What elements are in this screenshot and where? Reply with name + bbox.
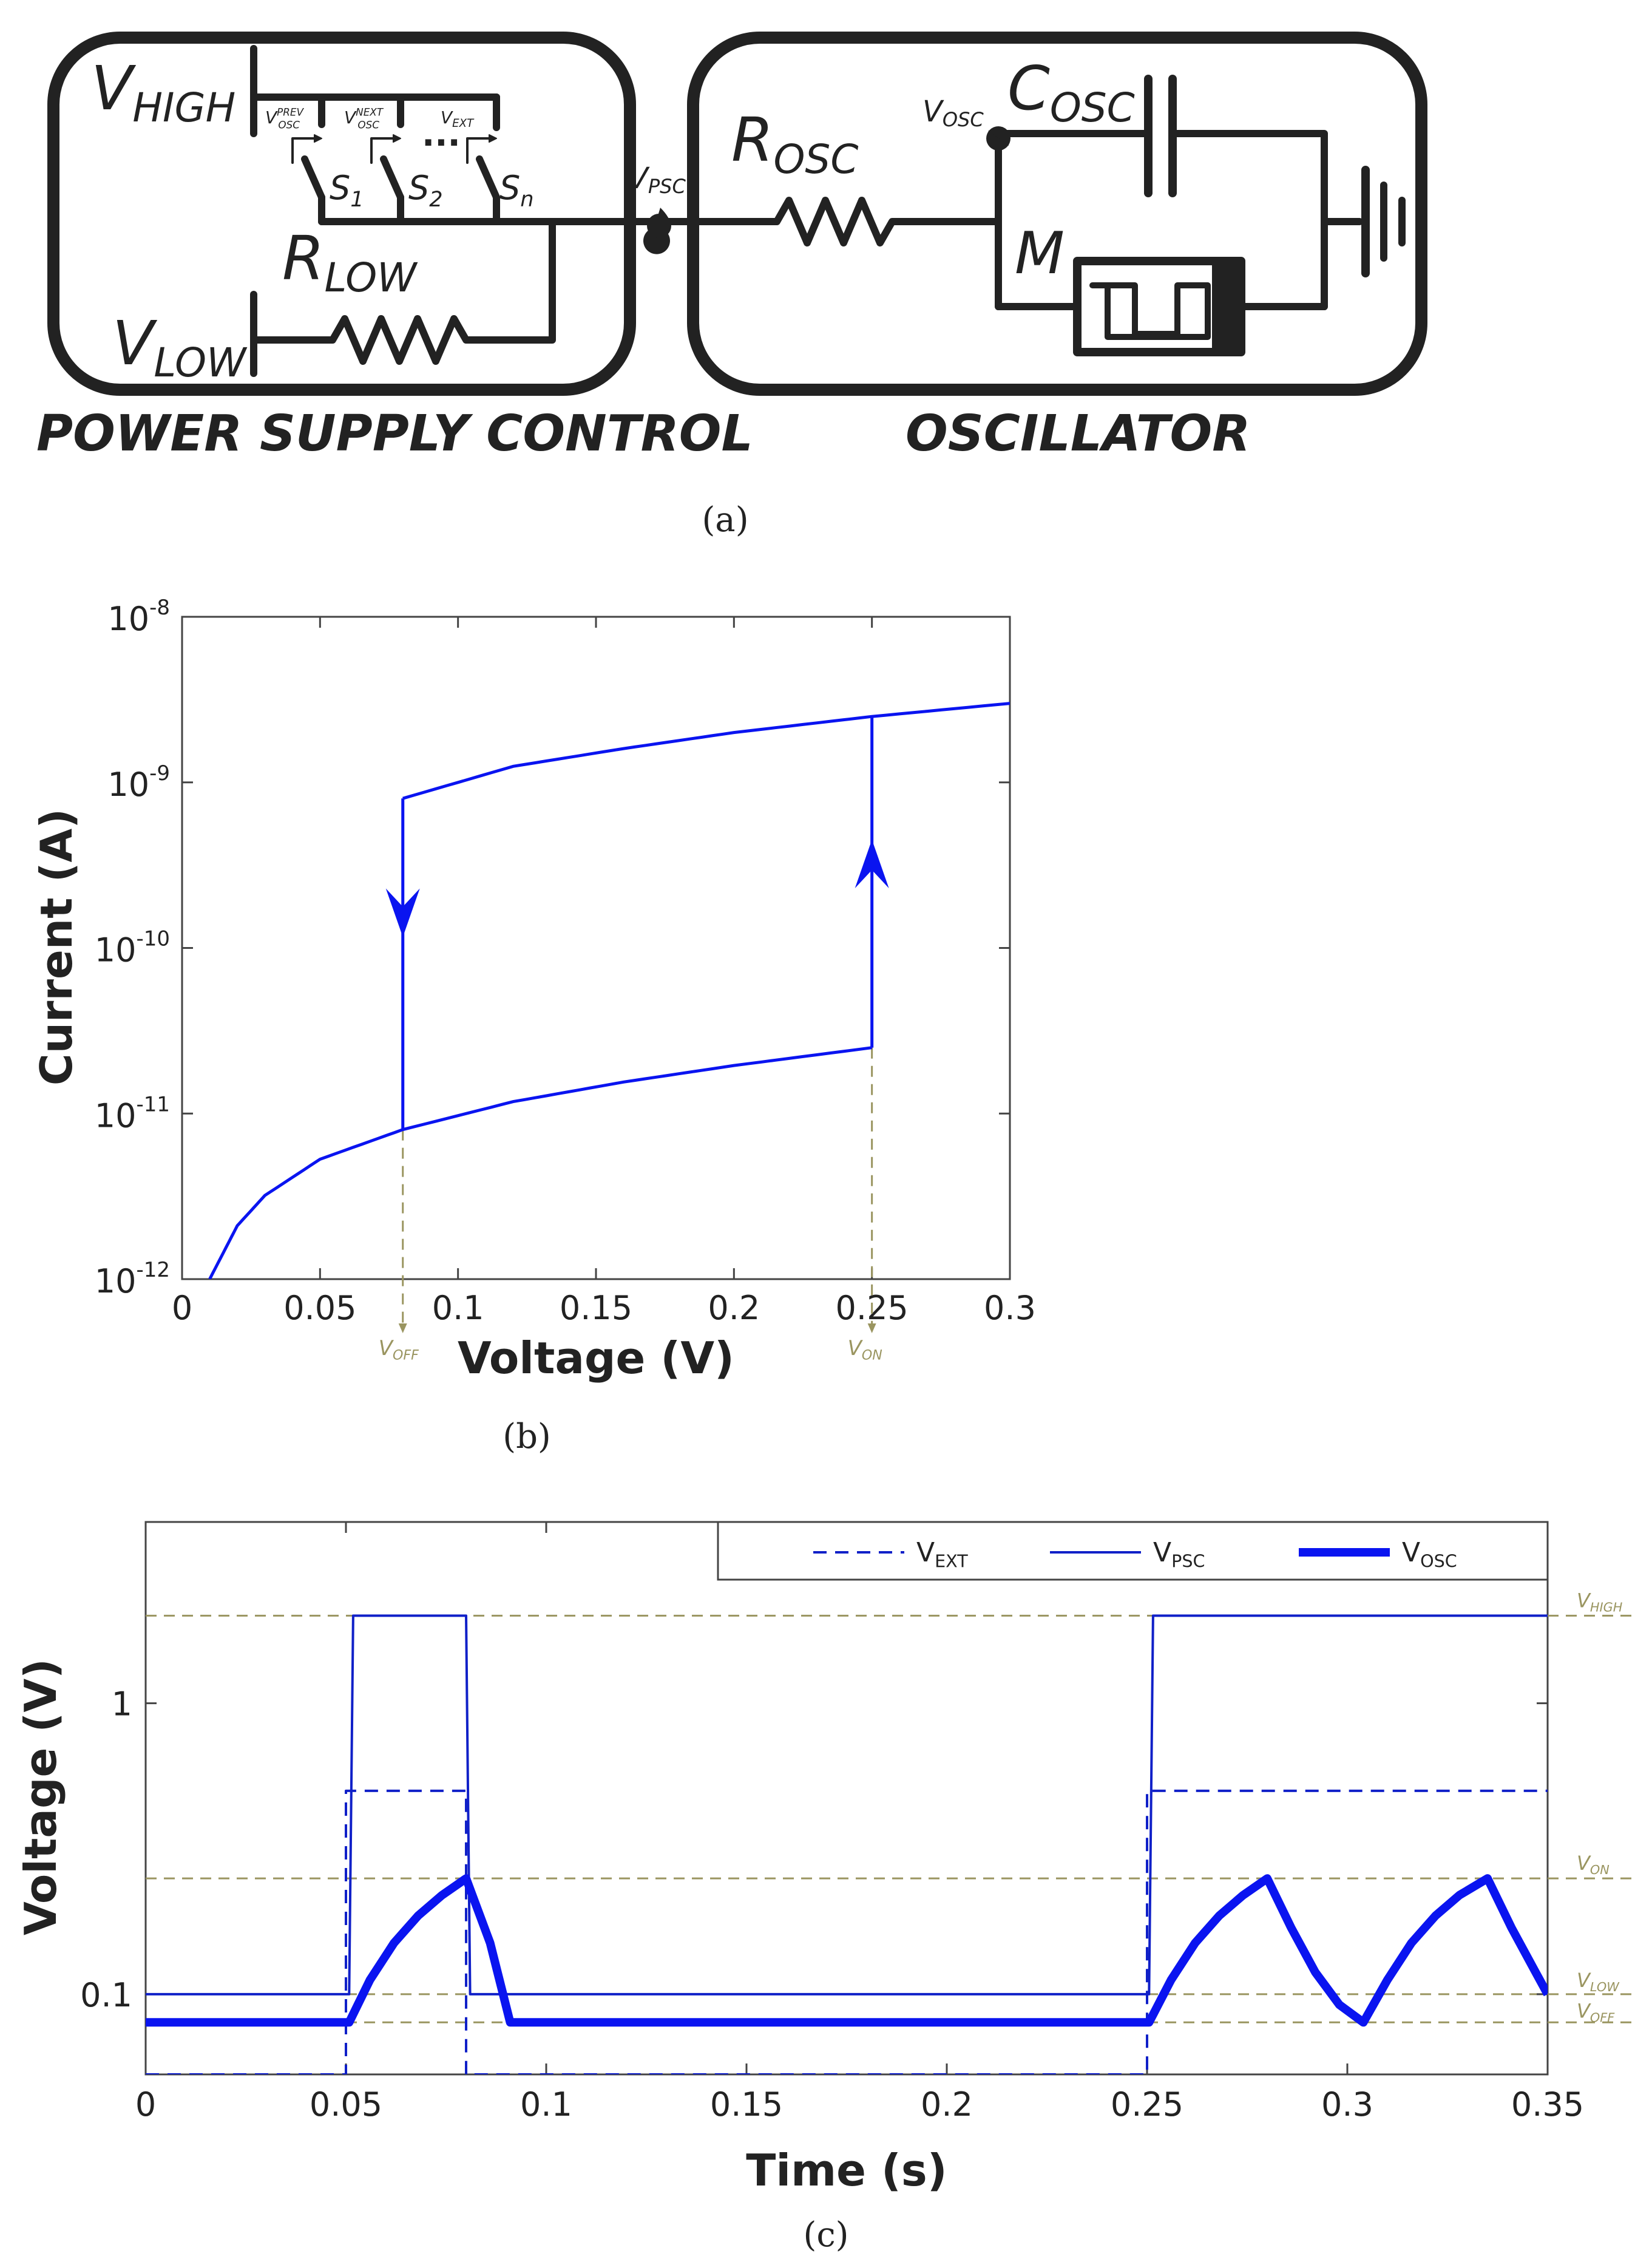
axis-ticks-b: 0 0.05 0.1 0.15 0.2 0.25 0.310-1210-1110-1010-… [95, 596, 1036, 1327]
x-tick-label: 0.2 [708, 1289, 760, 1327]
y-tick-label: 0.1 [80, 1976, 132, 2014]
v-on-arrowhead [867, 1323, 876, 1333]
x-tick-label: 0.3 [1321, 2085, 1373, 2124]
y-tick-label: 10-10 [95, 927, 170, 970]
x-tick-label: 0.1 [520, 2085, 572, 2124]
switch-label: S1 [330, 169, 364, 212]
arrowhead-down [385, 888, 420, 937]
time-series [146, 1614, 1548, 2074]
switch-labels: S1 S2 Sn [330, 169, 534, 212]
ref-label-off: VOFF [1577, 1999, 1615, 2025]
y-tick-label: 1 [112, 1685, 132, 1724]
transition-arrows [385, 716, 889, 1130]
caption-c: (c) [803, 2215, 848, 2255]
r-low-resistor [250, 218, 556, 365]
c-osc-label: COSC [1007, 53, 1135, 131]
x-tick-label: 0 [135, 2085, 156, 2124]
x-tick-label: 0.1 [432, 1289, 484, 1327]
caption-b: (b) [503, 1417, 551, 1456]
switch-label: Sn [499, 169, 534, 212]
legend-box [717, 1521, 1549, 1581]
y-tick-label: 10-9 [107, 761, 170, 804]
v-low-label: VLOW [112, 308, 248, 386]
v-on-label: VON [848, 1336, 882, 1363]
switch-input-label: VNEXT OSC [344, 106, 384, 131]
r-low-label: RLOW [282, 223, 418, 301]
x-tick-label: 0.05 [283, 1289, 356, 1327]
switch-input-labels: VPREV OSC VNEXT OSC VEXT [265, 106, 475, 131]
x-tick-label: 0.15 [560, 1289, 632, 1327]
x-tick-label: 0 [172, 1289, 192, 1327]
oscillator-box [687, 32, 1427, 396]
v-psc-label: VPSC [628, 161, 686, 198]
legend-label: VEXT [916, 1537, 968, 1572]
x-tick-label: 0.35 [1511, 2085, 1584, 2124]
lrs-branch [402, 702, 1010, 800]
x-tick-label: 0.15 [710, 2085, 783, 2124]
threshold-markers-b: VOFF VON [379, 1047, 882, 1363]
switch-input-label: VPREV OSC [265, 106, 305, 131]
caption-a: (a) [702, 500, 748, 540]
r-osc-label: ROSC [731, 104, 858, 183]
hrs-branch [208, 1046, 873, 1279]
y-axis-label-c: Voltage (V) [15, 1659, 66, 1935]
switch-s2 [380, 155, 404, 201]
circuit-diagram [47, 32, 1427, 396]
switch-input-label: VEXT [441, 107, 475, 130]
ellipsis: ... [422, 115, 461, 154]
v-off-arrowhead [398, 1323, 407, 1333]
switch-sn [476, 155, 500, 201]
legend-label: VPSC [1153, 1537, 1205, 1572]
x-tick-label: 0.25 [1111, 2085, 1183, 2124]
switch-label: S2 [408, 169, 443, 212]
series-v-osc [146, 1874, 1548, 2027]
x-tick-label: 0.2 [921, 2085, 973, 2124]
v-off-label: VOFF [379, 1336, 419, 1363]
legend: VEXT VPSC VOSC [813, 1537, 1457, 1572]
y-tick-label: 10-8 [107, 596, 170, 638]
legend-label: VOSC [1402, 1537, 1457, 1572]
ref-label-on: VON [1577, 1852, 1610, 1877]
iv-series [208, 702, 1010, 1279]
power-supply-control-box [47, 32, 636, 396]
x-tick-label: 0.3 [984, 1289, 1036, 1327]
v-osc-label: VOSC [922, 95, 984, 131]
x-tick-label: 0.05 [310, 2085, 382, 2124]
y-axis-label-b: Current (A) [31, 809, 82, 1085]
ref-label-low: VLOW [1577, 1969, 1620, 1994]
y-tick-label: 10-11 [95, 1092, 170, 1135]
series-v-psc [146, 1614, 1548, 1995]
series-v-ext [146, 1789, 1548, 2074]
ref-label-high: VHIGH [1577, 1589, 1623, 1614]
arrowhead-up [855, 840, 889, 889]
x-axis-label-c: Time (s) [746, 2145, 947, 2196]
iv-chart: 0 0.05 0.1 0.15 0.2 0.25 0.310-1210-1110-1010-… [31, 596, 1036, 1456]
r-osc-resistor [670, 197, 1002, 246]
plot-frame-c [144, 1521, 1549, 2076]
axis-ticks-c: 0 0.05 0.1 0.15 0.2 0.25 0.3 0.35 0.1 1 [80, 1522, 1584, 2124]
switch-s1 [301, 155, 325, 201]
reference-levels-c: VHIGH VON VLOW VOFF [146, 1589, 1639, 2025]
osc-title: OSCILLATOR [906, 405, 1250, 463]
v-high-label: VHIGH [91, 53, 235, 131]
x-axis-label-b: Voltage (V) [458, 1333, 734, 1384]
y-tick-label: 10-12 [95, 1258, 170, 1300]
psc-title: POWER SUPPLY CONTROL [36, 405, 753, 463]
memristor-label: M [1015, 220, 1065, 287]
